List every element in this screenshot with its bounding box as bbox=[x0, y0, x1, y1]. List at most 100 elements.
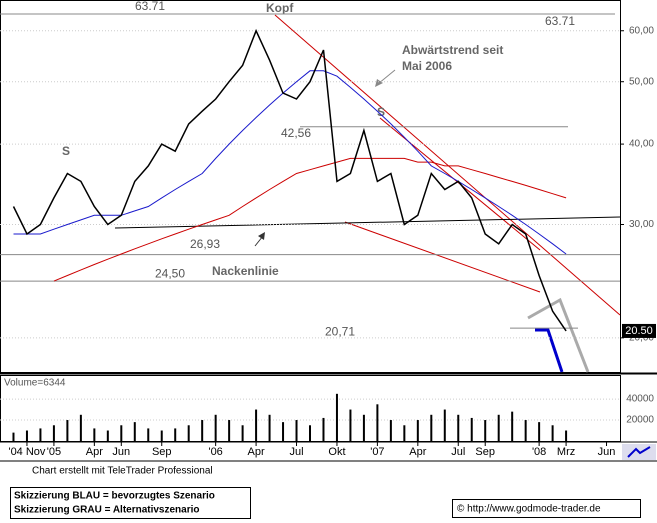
x-tick-label: Sep bbox=[152, 446, 172, 458]
volume-bar bbox=[443, 409, 446, 441]
volume-bar bbox=[389, 420, 392, 441]
volume-bar bbox=[160, 430, 163, 441]
y-tick-label: 40,00 bbox=[629, 139, 654, 150]
volume-bar bbox=[133, 422, 136, 441]
volume-bar bbox=[106, 430, 109, 441]
x-tick-label: Jul bbox=[451, 446, 465, 458]
volume-title: Volume=6344 bbox=[4, 378, 66, 389]
volume-bar bbox=[39, 428, 42, 441]
volume-bar bbox=[362, 414, 365, 441]
volume-bar bbox=[309, 425, 311, 441]
volume-bar bbox=[416, 420, 419, 441]
volume-bar bbox=[295, 420, 298, 441]
volume-bar bbox=[241, 425, 244, 441]
annotation: S bbox=[377, 105, 385, 119]
volume-bar bbox=[255, 409, 258, 441]
annotation: S bbox=[62, 144, 70, 158]
volume-bar bbox=[470, 417, 473, 441]
volume-bar bbox=[403, 425, 406, 441]
annotation: Nackenlinie bbox=[212, 264, 279, 278]
volume-bar bbox=[335, 393, 338, 441]
volume-bar bbox=[484, 420, 487, 441]
volume-bar bbox=[524, 420, 527, 441]
volume-bar bbox=[430, 414, 433, 441]
x-tick-label: Jul bbox=[289, 446, 303, 458]
volume-bar bbox=[93, 428, 96, 441]
level-label: 63.71 bbox=[545, 14, 575, 28]
volume-bar bbox=[147, 428, 150, 441]
trend-line bbox=[344, 221, 541, 293]
x-tick-label: Apr bbox=[86, 446, 103, 458]
legend-text: Skizzierung BLAU = bevorzugtes Szenario bbox=[14, 491, 215, 502]
last-price: 20.50 bbox=[625, 325, 653, 337]
arrow-head bbox=[258, 232, 265, 240]
volume-bar bbox=[214, 414, 217, 441]
x-tick-label: '07 bbox=[370, 446, 384, 458]
last-price-box bbox=[622, 323, 656, 338]
x-tick-label: '08 bbox=[532, 446, 546, 458]
level-label: 24,50 bbox=[155, 266, 185, 280]
volume-bar bbox=[511, 411, 514, 441]
volume-bar bbox=[52, 425, 55, 441]
volume-bar bbox=[79, 414, 82, 441]
icon bbox=[627, 446, 651, 458]
volume-bar bbox=[228, 420, 231, 441]
annotation: Abwärtstrend seit bbox=[402, 43, 503, 57]
volume-bar bbox=[120, 425, 123, 441]
x-tick-label: Sep bbox=[475, 446, 495, 458]
copyright-box bbox=[452, 499, 641, 518]
x-tick-label: Jun bbox=[112, 446, 130, 458]
legend-box bbox=[10, 487, 251, 519]
arrow-head bbox=[375, 79, 383, 87]
volume-bar bbox=[538, 422, 541, 441]
copyright: © http://www.godmode-trader.de bbox=[457, 504, 601, 515]
volume-bar bbox=[187, 425, 190, 441]
volume-bar bbox=[12, 432, 15, 441]
trend-line bbox=[274, 14, 621, 316]
volume-bar bbox=[551, 425, 554, 441]
volume-bar bbox=[497, 414, 500, 441]
blue-scenario bbox=[535, 328, 564, 373]
x-tick-label: Jun bbox=[598, 446, 616, 458]
x-tick-label: '05 bbox=[47, 446, 61, 458]
x-tick-label: Apr bbox=[409, 446, 426, 458]
x-tick-label: Apr bbox=[248, 446, 265, 458]
y-tick-label: 50,00 bbox=[629, 76, 654, 87]
y-tick-label: 60,00 bbox=[629, 25, 654, 36]
series-line bbox=[53, 157, 567, 282]
volume-bar bbox=[25, 430, 28, 441]
volume-bar bbox=[565, 430, 568, 441]
level-label: 20,71 bbox=[325, 324, 355, 338]
volume-bar bbox=[457, 414, 460, 441]
y-tick-label: 20000 bbox=[626, 415, 654, 426]
volume-bar bbox=[376, 404, 379, 441]
level-label: 26,93 bbox=[190, 237, 220, 251]
x-tick-label: '04 Nov bbox=[8, 446, 45, 458]
volume-bar bbox=[201, 420, 204, 441]
gray-scenario bbox=[527, 297, 590, 373]
x-tick-label: '06 bbox=[208, 446, 222, 458]
volume-bar bbox=[66, 420, 69, 441]
x-tick-label: Okt bbox=[328, 446, 345, 458]
series-line bbox=[12, 28, 567, 332]
volume-bar bbox=[268, 414, 271, 441]
volume-bar bbox=[174, 428, 177, 441]
volume-bar bbox=[349, 409, 352, 441]
y-tick-label: 30,00 bbox=[629, 219, 654, 230]
neckline bbox=[114, 216, 621, 229]
y-tick-label: 20,00 bbox=[629, 332, 654, 343]
annotation: Mai 2006 bbox=[402, 59, 452, 73]
series-line bbox=[13, 70, 567, 255]
legend-text: Skizzierung GRAU = Alternativszenario bbox=[14, 505, 200, 516]
level-label: 63.71 bbox=[135, 0, 165, 13]
x-tick-label: Mrz bbox=[557, 446, 575, 458]
annotation: Kopf bbox=[266, 1, 294, 15]
y-tick-label: 40000 bbox=[626, 394, 654, 405]
volume-bar bbox=[282, 422, 285, 441]
credit: Chart erstellt mit TeleTrader Profession… bbox=[32, 466, 213, 477]
volume-bar bbox=[322, 417, 325, 441]
level-label: 42,56 bbox=[281, 126, 311, 140]
